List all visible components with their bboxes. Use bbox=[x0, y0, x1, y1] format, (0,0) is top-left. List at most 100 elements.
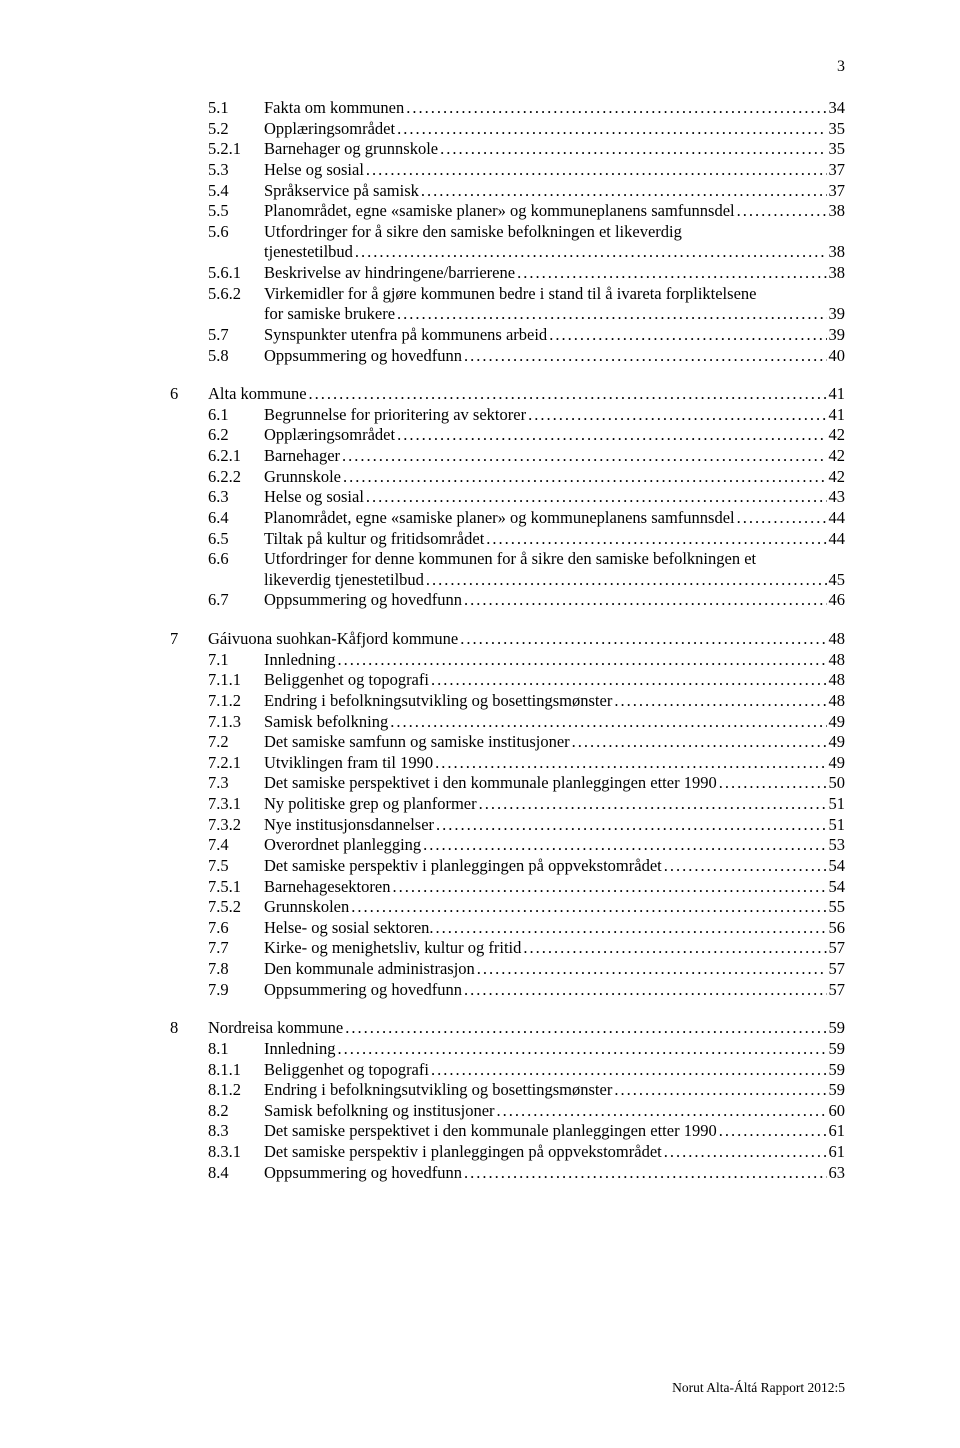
toc-leader-dots bbox=[392, 877, 826, 898]
toc-entry-page: 63 bbox=[829, 1163, 846, 1184]
toc-entry-page: 38 bbox=[829, 242, 846, 263]
toc-entry: 5.4Språkservice på samisk37 bbox=[170, 181, 845, 202]
toc-entry-number: 7.2 bbox=[208, 732, 264, 753]
toc-entry-number: 8.1 bbox=[208, 1039, 264, 1060]
toc-leader-dots bbox=[464, 1163, 827, 1184]
toc-entry-number: 8.1.2 bbox=[208, 1080, 264, 1101]
toc-entry-page: 49 bbox=[829, 732, 846, 753]
toc-entry-number: 7.2.1 bbox=[208, 753, 264, 774]
toc-leader-dots bbox=[614, 1080, 826, 1101]
toc-entry-number: 5.5 bbox=[208, 201, 264, 222]
toc-entry-number: 7.1.3 bbox=[208, 712, 264, 733]
toc-entry-label: Oppsummering og hovedfunn bbox=[264, 980, 462, 1001]
toc-entry-number: 6.4 bbox=[208, 508, 264, 529]
toc-entry-page: 34 bbox=[829, 98, 846, 119]
toc-entry-number: 6.3 bbox=[208, 487, 264, 508]
toc-leader-dots bbox=[614, 691, 826, 712]
toc-entry-label: Utfordringer for denne kommunen for å si… bbox=[264, 549, 756, 570]
toc-leader-dots bbox=[423, 835, 826, 856]
toc-leader-dots bbox=[366, 487, 827, 508]
toc-entry-page: 48 bbox=[829, 629, 846, 650]
toc-entry: 6.4Planområdet, egne «samiske planer» og… bbox=[170, 508, 845, 529]
toc-entry-label: Helse og sosial bbox=[264, 487, 364, 508]
toc-entry-number: 7.1 bbox=[208, 650, 264, 671]
toc-entry-number: 5.2.1 bbox=[208, 139, 264, 160]
toc-leader-dots bbox=[338, 1039, 827, 1060]
toc-entry-number: 5.2 bbox=[208, 119, 264, 140]
toc-leader-dots bbox=[426, 570, 827, 591]
toc-entry-page: 48 bbox=[829, 670, 846, 691]
table-of-contents: 5.1Fakta om kommunen345.2Opplæringsområd… bbox=[170, 98, 845, 1183]
toc-entry-label: Oppsummering og hovedfunn bbox=[264, 1163, 462, 1184]
toc-entry-number: 6.2.1 bbox=[208, 446, 264, 467]
toc-entry: 8.2Samisk befolkning og institusjoner60 bbox=[170, 1101, 845, 1122]
toc-entry: for samiske brukere39 bbox=[170, 304, 845, 325]
toc-leader-dots bbox=[497, 1101, 827, 1122]
toc-entry: 7.3.1Ny politiske grep og planformer51 bbox=[170, 794, 845, 815]
toc-entry-page: 61 bbox=[829, 1121, 846, 1142]
toc-entry-label: Språkservice på samisk bbox=[264, 181, 419, 202]
toc-entry-page: 42 bbox=[829, 446, 846, 467]
toc-leader-dots bbox=[464, 346, 827, 367]
toc-entry-label: Nordreisa kommune bbox=[208, 1018, 343, 1039]
toc-entry-number: 8.3 bbox=[208, 1121, 264, 1142]
toc-entry-number: 6.7 bbox=[208, 590, 264, 611]
toc-entry: 6.2.2Grunnskole42 bbox=[170, 467, 845, 488]
toc-entry-label: Samisk befolkning og institusjoner bbox=[264, 1101, 495, 1122]
toc-leader-dots bbox=[343, 467, 827, 488]
toc-entry-page: 35 bbox=[829, 139, 846, 160]
toc-entry: 7.1.2Endring i befolkningsutvikling og b… bbox=[170, 691, 845, 712]
toc-leader-dots bbox=[460, 629, 826, 650]
toc-entry-label: Beskrivelse av hindringene/barrierene bbox=[264, 263, 515, 284]
toc-entry-label: Planområdet, egne «samiske planer» og ko… bbox=[264, 508, 735, 529]
toc-leader-dots bbox=[309, 384, 827, 405]
toc-entry-page: 50 bbox=[829, 773, 846, 794]
toc-entry-number: 6 bbox=[170, 384, 208, 405]
toc-entry: 6.2.1Barnehager42 bbox=[170, 446, 845, 467]
toc-entry-page: 57 bbox=[829, 959, 846, 980]
toc-entry: 6.6Utfordringer for denne kommunen for å… bbox=[170, 549, 845, 570]
toc-entry-page: 57 bbox=[829, 938, 846, 959]
toc-entry-label: Det samiske perspektiv i planleggingen p… bbox=[264, 856, 662, 877]
toc-leader-dots bbox=[397, 425, 826, 446]
toc-entry: 5.3Helse og sosial37 bbox=[170, 160, 845, 181]
toc-entry-label: Nye institusjonsdannelser bbox=[264, 815, 434, 836]
toc-entry-page: 53 bbox=[829, 835, 846, 856]
toc-entry: 7.8Den kommunale administrasjon57 bbox=[170, 959, 845, 980]
toc-entry: 8Nordreisa kommune59 bbox=[170, 1018, 845, 1039]
toc-section: 5.1Fakta om kommunen345.2Opplæringsområd… bbox=[170, 98, 845, 366]
toc-leader-dots bbox=[479, 794, 827, 815]
toc-entry-page: 54 bbox=[829, 856, 846, 877]
toc-entry-label: Endring i befolkningsutvikling og bosett… bbox=[264, 1080, 612, 1101]
toc-entry-number: 5.6.2 bbox=[208, 284, 264, 305]
toc-entry: 6.1Begrunnelse for prioritering av sekto… bbox=[170, 405, 845, 426]
toc-entry-page: 41 bbox=[829, 384, 846, 405]
toc-entry: 5.1Fakta om kommunen34 bbox=[170, 98, 845, 119]
toc-leader-dots bbox=[464, 590, 827, 611]
toc-entry: 7.3Det samiske perspektivet i den kommun… bbox=[170, 773, 845, 794]
toc-entry-page: 45 bbox=[829, 570, 846, 591]
toc-entry: 7.7Kirke- og menighetsliv, kultur og fri… bbox=[170, 938, 845, 959]
toc-entry-page: 57 bbox=[829, 980, 846, 1001]
toc-entry-number: 8.3.1 bbox=[208, 1142, 264, 1163]
toc-entry: 7Gáivuona suohkan-Kåfjord kommune48 bbox=[170, 629, 845, 650]
toc-entry-label: Beliggenhet og topografi bbox=[264, 1060, 429, 1081]
toc-entry: 7.5Det samiske perspektiv i planlegginge… bbox=[170, 856, 845, 877]
toc-entry-label: Barnehagesektoren bbox=[264, 877, 390, 898]
toc-leader-dots bbox=[436, 815, 826, 836]
toc-entry-number: 7 bbox=[170, 629, 208, 650]
toc-entry: 5.2.1Barnehager og grunnskole35 bbox=[170, 139, 845, 160]
toc-entry-label: Synspunkter utenfra på kommunens arbeid bbox=[264, 325, 547, 346]
toc-entry: tjenestetilbud38 bbox=[170, 242, 845, 263]
toc-entry-page: 59 bbox=[829, 1018, 846, 1039]
toc-entry-label: Det samiske samfunn og samiske institusj… bbox=[264, 732, 570, 753]
toc-leader-dots bbox=[664, 1142, 827, 1163]
toc-entry: 8.1Innledning59 bbox=[170, 1039, 845, 1060]
toc-entry-page: 59 bbox=[829, 1039, 846, 1060]
toc-entry-label: Alta kommune bbox=[208, 384, 307, 405]
toc-leader-dots bbox=[464, 980, 827, 1001]
toc-leader-dots bbox=[528, 405, 826, 426]
toc-entry: 5.6.2Virkemidler for å gjøre kommunen be… bbox=[170, 284, 845, 305]
toc-entry-page: 41 bbox=[829, 405, 846, 426]
toc-entry-number: 7.4 bbox=[208, 835, 264, 856]
